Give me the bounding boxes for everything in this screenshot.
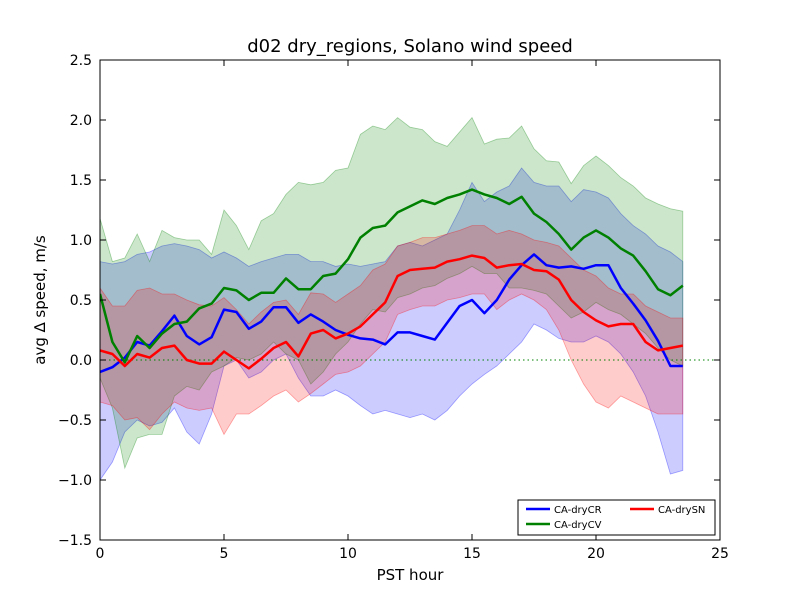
y-tick-label: 2.5 bbox=[70, 53, 92, 69]
y-tick-label: −1.5 bbox=[58, 533, 92, 549]
legend: CA-dryCR CA-dryCV CA-drySN bbox=[517, 499, 716, 536]
x-tick-label: 25 bbox=[711, 546, 729, 562]
y-tick-label: −0.5 bbox=[58, 413, 92, 429]
legend-label-ca-drycr: CA-dryCR bbox=[554, 505, 602, 516]
y-tick-label: 1.0 bbox=[70, 233, 92, 249]
x-tick-label: 10 bbox=[339, 546, 357, 562]
y-tick-label: 2.0 bbox=[70, 113, 92, 129]
x-tick-label: 20 bbox=[587, 546, 605, 562]
legend-label-ca-drysn: CA-drySN bbox=[658, 505, 705, 516]
x-tick-label: 0 bbox=[96, 546, 105, 562]
y-tick-label: 0.0 bbox=[70, 353, 92, 369]
x-tick-label: 15 bbox=[463, 546, 481, 562]
legend-label-ca-drycv: CA-dryCV bbox=[554, 520, 602, 531]
band-ca-drycr bbox=[100, 167, 684, 481]
line-ca-drycr bbox=[100, 253, 683, 374]
y-tick-label: 1.5 bbox=[70, 173, 92, 189]
band-ca-drysn bbox=[100, 225, 684, 436]
y-axis-ticks: −1.5 −1.0 −0.5 0.0 0.5 1.0 1.5 2.0 2.5 bbox=[58, 53, 720, 549]
y-axis-label: avg ∆ speed, m/s bbox=[31, 235, 49, 365]
line-ca-drysn bbox=[100, 254, 684, 370]
x-axis-ticks: 0 5 10 15 20 25 bbox=[96, 60, 729, 562]
x-tick-label: 5 bbox=[220, 546, 229, 562]
y-tick-label: −1.0 bbox=[58, 473, 92, 489]
chart-title: d02 dry_regions, Solano wind speed bbox=[247, 36, 573, 57]
confidence-bands bbox=[100, 116, 684, 481]
x-axis-label: PST hour bbox=[377, 566, 445, 584]
series-lines bbox=[100, 188, 684, 374]
legend-box bbox=[517, 499, 716, 536]
y-tick-label: 0.5 bbox=[70, 293, 92, 309]
line-ca-drycv bbox=[100, 188, 684, 364]
